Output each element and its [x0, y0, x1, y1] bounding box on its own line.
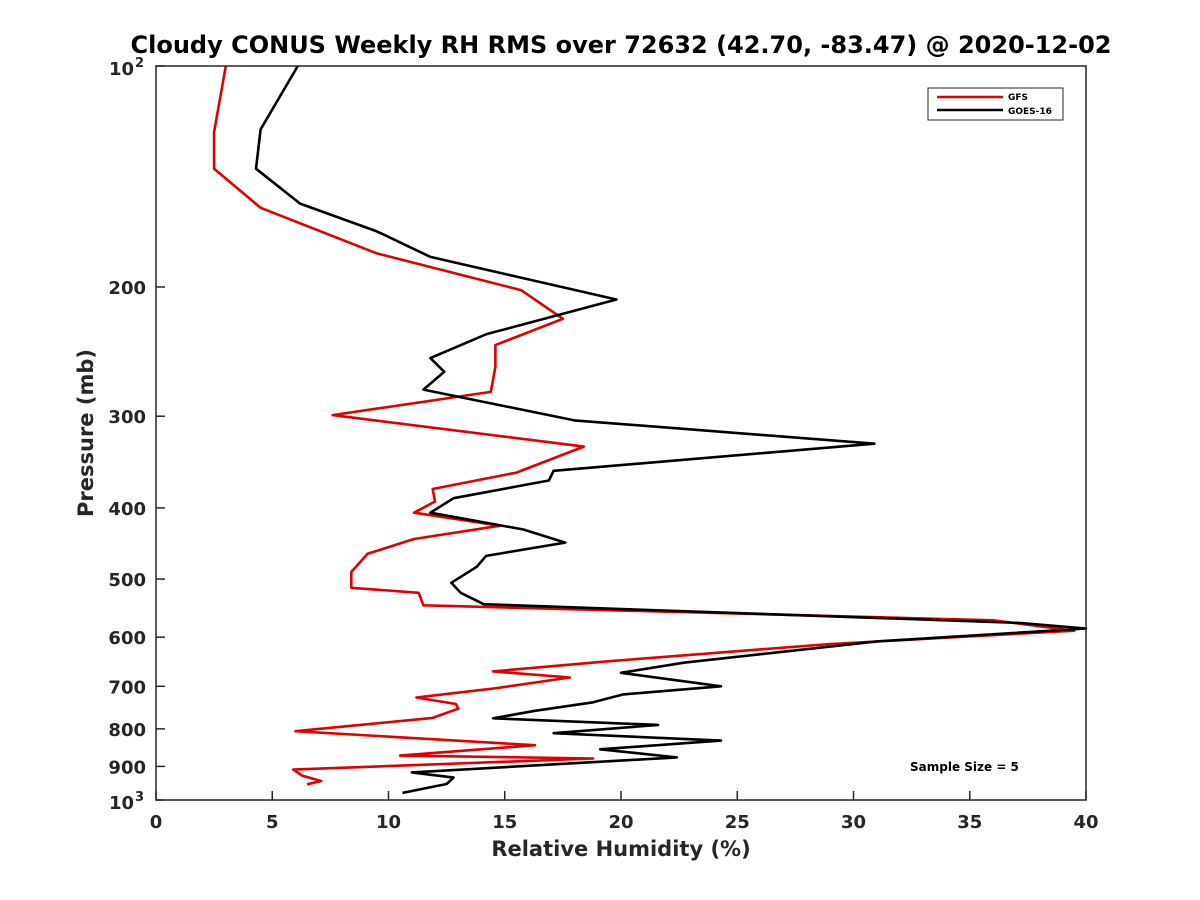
y-tick-exponent: 3 [135, 790, 144, 805]
y-tick-exponent: 2 [135, 56, 144, 71]
axes-frame [155, 65, 1087, 801]
x-tick-label: 35 [957, 812, 982, 833]
x-tick-label: 40 [1073, 812, 1098, 833]
series-line-gfs [212, 65, 1076, 786]
plot-area [212, 65, 1088, 795]
x-tick-label: 15 [492, 812, 517, 833]
y-tick-label: 10 [109, 59, 134, 80]
series-line-goes16 [254, 65, 1088, 795]
legend-label-gfs: GFS [1008, 93, 1028, 103]
y-tick-label: 300 [108, 407, 146, 428]
y-axis-label: Pressure (mb) [74, 349, 98, 517]
y-tick-label: 800 [108, 720, 146, 741]
x-tick-label: 25 [725, 812, 750, 833]
y-tick-label: 600 [108, 628, 146, 649]
y-tick-label: 400 [108, 499, 146, 520]
y-tick-label: 700 [108, 677, 146, 698]
legend: GFS GOES-16 [927, 87, 1064, 121]
chart-title: Cloudy CONUS Weekly RH RMS over 72632 (4… [131, 31, 1112, 59]
x-axis-label: Relative Humidity (%) [491, 837, 750, 861]
x-tick-label: 10 [376, 812, 401, 833]
x-tick-label: 5 [266, 812, 279, 833]
legend-label-goes16: GOES-16 [1008, 107, 1052, 117]
y-tick-label: 900 [108, 757, 146, 778]
legend-box [927, 87, 1064, 121]
y-tick-label: 500 [108, 570, 146, 591]
y-tick-label: 200 [108, 278, 146, 299]
sample-size-annotation: Sample Size = 5 [910, 760, 1019, 774]
y-tick-label: 10 [109, 793, 134, 814]
x-tick-label: 30 [841, 812, 866, 833]
x-tick-label: 0 [150, 812, 163, 833]
x-axis: 0 5 10 15 20 25 30 35 40 [150, 791, 1099, 833]
x-tick-label: 20 [608, 812, 633, 833]
